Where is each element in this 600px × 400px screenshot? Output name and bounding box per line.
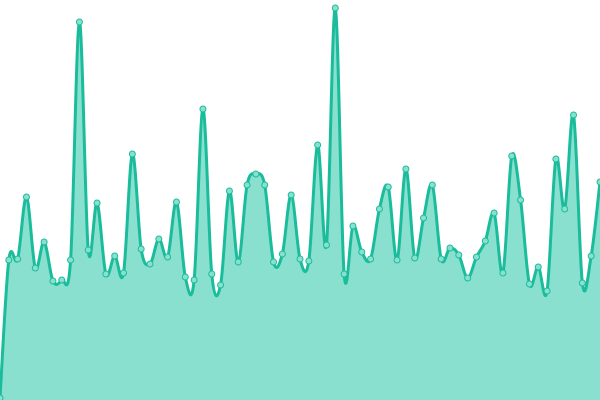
data-point	[102, 270, 110, 278]
data-point	[0, 394, 4, 400]
data-points	[0, 4, 600, 400]
data-point	[384, 183, 392, 191]
data-point	[252, 170, 260, 178]
data-point	[402, 165, 410, 173]
data-point	[137, 245, 145, 253]
data-point	[358, 248, 366, 256]
data-point	[234, 258, 242, 266]
data-point	[111, 252, 119, 260]
data-point	[199, 105, 207, 113]
data-point	[411, 254, 419, 262]
data-point	[481, 237, 489, 245]
data-point	[287, 191, 295, 199]
data-point	[393, 256, 401, 264]
data-point	[552, 155, 560, 163]
data-point	[464, 274, 472, 282]
data-point	[322, 241, 330, 249]
data-point	[508, 152, 516, 160]
data-point	[543, 287, 551, 295]
data-point	[578, 279, 586, 287]
data-point	[75, 18, 83, 26]
data-point	[270, 258, 278, 266]
data-point	[172, 198, 180, 206]
data-point	[49, 277, 57, 285]
data-point	[375, 205, 383, 213]
data-point	[22, 193, 30, 201]
data-point	[490, 209, 498, 217]
data-point	[261, 181, 269, 189]
data-point	[67, 256, 75, 264]
data-point	[499, 269, 507, 277]
data-point	[93, 199, 101, 207]
data-point	[164, 253, 172, 261]
data-point	[305, 257, 313, 265]
data-point	[146, 260, 154, 268]
data-point	[181, 273, 189, 281]
data-point	[446, 244, 454, 252]
area-fill	[0, 7, 600, 400]
data-point	[155, 235, 163, 243]
data-point	[128, 150, 136, 158]
data-point	[587, 252, 595, 260]
data-point	[278, 250, 286, 258]
data-point	[120, 269, 128, 277]
data-point	[331, 4, 339, 12]
data-point	[517, 196, 525, 204]
data-point	[208, 270, 216, 278]
data-point	[314, 141, 322, 149]
data-point	[84, 246, 92, 254]
data-point	[367, 255, 375, 263]
data-point	[31, 264, 39, 272]
data-point	[243, 181, 251, 189]
data-point	[190, 276, 198, 284]
data-point	[561, 205, 569, 213]
data-point	[437, 255, 445, 263]
data-point	[420, 214, 428, 222]
data-point	[40, 238, 48, 246]
data-point	[472, 253, 480, 261]
data-point	[14, 255, 22, 263]
data-point	[296, 255, 304, 263]
data-point	[58, 276, 66, 284]
data-point	[534, 263, 542, 271]
data-point	[525, 280, 533, 288]
data-point	[5, 256, 13, 264]
data-point	[340, 270, 348, 278]
data-point	[217, 281, 225, 289]
data-point	[596, 178, 600, 186]
data-point	[570, 111, 578, 119]
data-point	[349, 222, 357, 230]
data-point	[428, 181, 436, 189]
data-point	[225, 187, 233, 195]
data-point	[455, 251, 463, 259]
